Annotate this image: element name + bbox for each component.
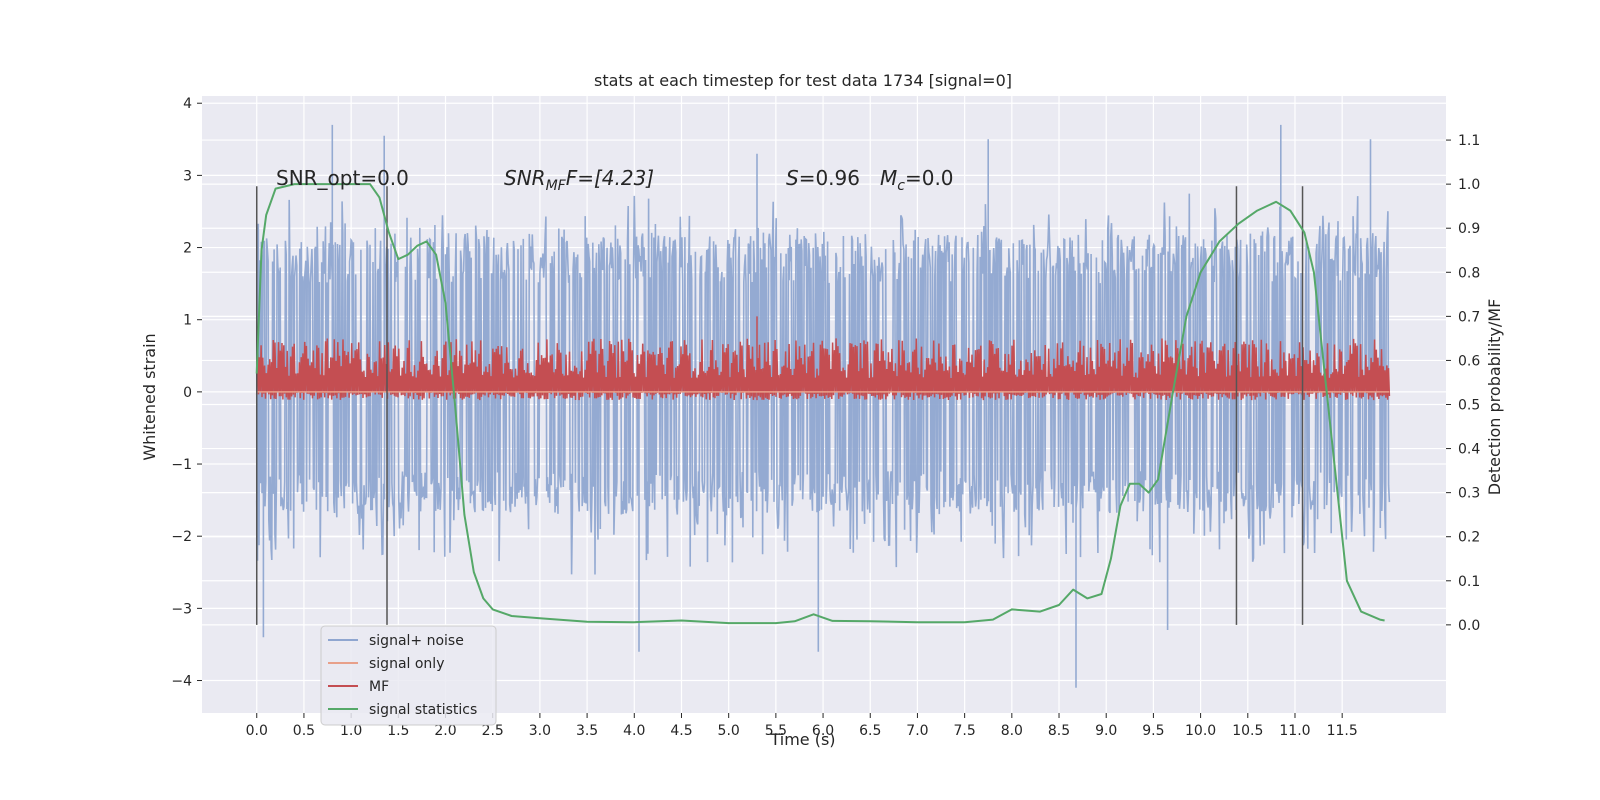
y-right-tick-label: 0.7 [1458, 309, 1480, 325]
y-tick-label: −2 [171, 529, 192, 545]
x-tick-label: 0.0 [246, 723, 268, 739]
y-axis-right-ticks: 0.0 0.1 0.2 0.3 0.4 0.5 0.6 0.7 0.8 0.9 1.0 1.1 [1446, 133, 1480, 634]
legend-label-mf: MF [369, 679, 389, 695]
mf-line [255, 316, 1391, 401]
y-tick-label: 0 [183, 385, 192, 401]
y-right-tick-label: 0.4 [1458, 442, 1480, 458]
annotation-mc-tail: =0.0 [905, 166, 954, 190]
x-axis-label: Time (s) [769, 730, 835, 749]
x-tick-label: 3.5 [576, 723, 598, 739]
x-tick-label: 11.0 [1279, 723, 1310, 739]
signal-statistics-line [255, 183, 1385, 625]
y-tick-label: 3 [183, 168, 192, 184]
x-tick-label: 3.0 [529, 723, 551, 739]
x-tick-label: 5.5 [765, 723, 787, 739]
series-mf [255, 316, 1391, 401]
x-tick-label: 7.0 [906, 723, 928, 739]
x-tick-label: 11.5 [1327, 723, 1358, 739]
annotation-s-main: S [786, 166, 799, 190]
y-right-tick-label: 0.2 [1458, 530, 1480, 546]
y-right-tick-label: 0.0 [1458, 618, 1480, 634]
x-tick-label: 2.0 [434, 723, 456, 739]
x-tick-label: 10.5 [1232, 723, 1263, 739]
x-tick-label: 10.0 [1185, 723, 1216, 739]
series-signal-noise [255, 124, 1391, 688]
y-right-tick-label: 1.1 [1458, 133, 1480, 149]
x-tick-label: 1.0 [340, 723, 362, 739]
x-tick-label: 7.5 [954, 723, 976, 739]
x-tick-label: 6.0 [812, 723, 834, 739]
x-tick-label: 9.5 [1142, 723, 1164, 739]
series-signal-statistics [255, 183, 1385, 625]
legend: signal+ noise signal only MF signal stat… [320, 625, 497, 726]
vertical-markers [255, 186, 1304, 625]
x-tick-label: 0.5 [293, 723, 315, 739]
x-tick-label: 4.0 [623, 723, 645, 739]
annotation-s: S=0.96 [786, 166, 860, 190]
annotation-mc: Mc=0.0 [880, 166, 954, 194]
y-tick-label: 4 [183, 96, 192, 112]
y-right-tick-label: 0.5 [1458, 398, 1480, 414]
annotation-mc-main: M [880, 166, 897, 190]
y-right-tick-label: 0.1 [1458, 574, 1480, 590]
y-tick-label: −3 [171, 601, 192, 617]
y-right-tick-label: 0.3 [1458, 486, 1480, 502]
legend-box [320, 625, 497, 726]
y-axis-ticks: −4 −3 −2 −1 0 1 2 3 4 [171, 96, 202, 690]
x-tick-label: 8.0 [1001, 723, 1023, 739]
legend-label-signal-statistics: signal statistics [369, 702, 477, 718]
x-tick-label: 8.5 [1048, 723, 1070, 739]
y-right-tick-label: 0.6 [1458, 353, 1480, 369]
y-tick-label: −1 [171, 457, 192, 473]
x-tick-label: 5.0 [718, 723, 740, 739]
y-tick-label: 1 [183, 313, 192, 329]
legend-label-signal-only: signal only [369, 656, 444, 672]
signal-noise-line [255, 124, 1391, 688]
annotation-mc-sub: c [897, 178, 905, 194]
chart-title: stats at each timestep for test data 173… [594, 71, 1012, 90]
legend-label-signal-noise: signal+ noise [369, 633, 464, 649]
annotation-snr-mf-sub: MF [546, 178, 567, 194]
y-tick-label: 2 [183, 241, 192, 257]
x-tick-label: 6.5 [859, 723, 881, 739]
x-tick-label: 9.0 [1095, 723, 1117, 739]
y-tick-label: −4 [171, 674, 192, 690]
y-axis-label: Whitened strain [140, 333, 159, 460]
x-axis-ticks: 0.0 0.5 1.0 1.5 2.0 2.5 3.0 3.5 4.0 4.5 5.0 5.5 6.0 6… [246, 713, 1358, 739]
annotation-snr-mf-tail: F=[4.23] [566, 166, 654, 190]
annotation-snr-opt: SNR_opt=0.0 [276, 166, 409, 190]
x-tick-label: 1.5 [387, 723, 409, 739]
x-tick-label: 4.5 [670, 723, 692, 739]
annotation-snr-mf: SNRMFF=[4.23] [504, 166, 654, 194]
annotation-s-tail: =0.96 [799, 166, 860, 190]
y-axis-right-label: Detection probability/MF [1485, 299, 1504, 496]
y-right-tick-label: 0.8 [1458, 265, 1480, 281]
annotation-snr-mf-main: SNR [504, 166, 546, 190]
y-right-tick-label: 0.9 [1458, 221, 1480, 237]
y-right-tick-label: 1.0 [1458, 177, 1480, 193]
x-tick-label: 2.5 [482, 723, 504, 739]
